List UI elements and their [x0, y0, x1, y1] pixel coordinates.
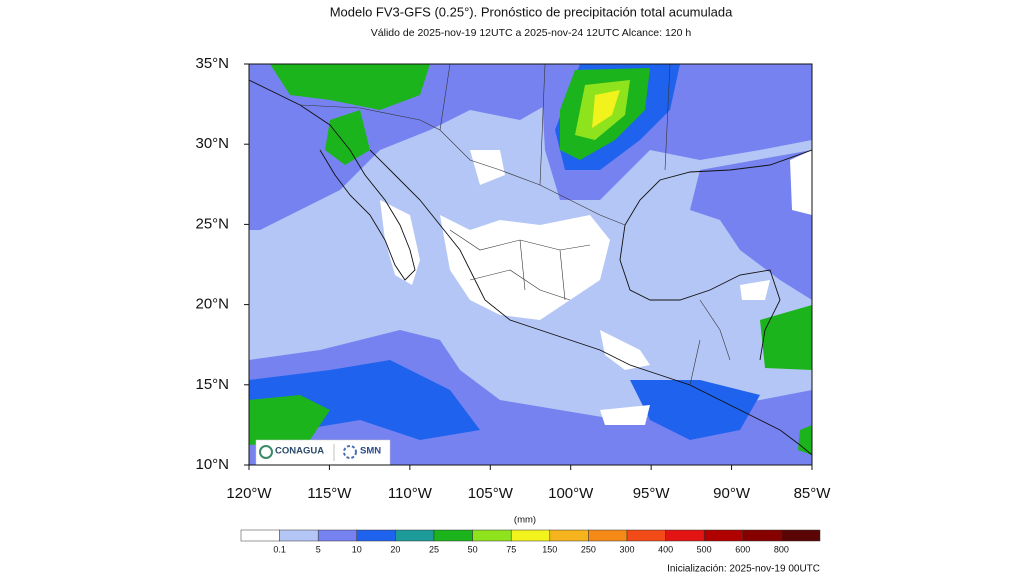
colorbar-label: 300: [619, 544, 634, 554]
colorbar-box: [279, 529, 319, 542]
logo-box: [255, 439, 391, 465]
precip-area: [325, 110, 370, 165]
coastline: [249, 79, 416, 281]
lon-tick-label: 120°W: [226, 485, 272, 502]
logo-text: SMN: [360, 446, 381, 457]
lon-tick-label: 115°W: [307, 485, 352, 502]
colorbar-label: 50: [468, 544, 478, 554]
colorbar-box: [742, 529, 782, 542]
colorbar-box: [781, 529, 821, 542]
precip-field: CONAGUA SMN: [249, 64, 812, 465]
lon-tick-label: 95°W: [633, 485, 671, 502]
dry-area: [440, 215, 610, 320]
init-time: Inicialización: 2025-nov-19 00UTC: [667, 564, 820, 575]
precip-area: [592, 90, 620, 128]
lat-tick-label: 20°N: [195, 296, 229, 313]
lat-tick-label: 10°N: [195, 456, 229, 473]
dry-area: [470, 150, 505, 185]
border: [299, 104, 626, 226]
colorbar-box: [240, 529, 280, 542]
colorbar-label: 600: [735, 544, 750, 554]
coastline: [619, 149, 812, 361]
colorbar-label: 800: [774, 544, 789, 554]
colorbar-box: [588, 529, 628, 542]
colorbar-box: [665, 529, 705, 542]
lon-tick-label: 90°W: [713, 485, 751, 502]
colorbar-label: 0.1: [273, 544, 286, 554]
logo-text: CONAGUA: [275, 446, 324, 457]
lon-tick-label: 100°W: [548, 485, 594, 502]
lon-tick-label: 110°W: [388, 485, 433, 502]
precip-area: [249, 395, 330, 445]
precip-area: [630, 380, 760, 440]
border: [449, 229, 591, 301]
colorbar-label: 150: [542, 544, 557, 554]
dry-area: [380, 200, 420, 285]
dry-area: [790, 150, 812, 215]
colorbar-label: 10: [352, 544, 362, 554]
colorbar-label: 75: [506, 544, 516, 554]
dry-area: [600, 330, 650, 370]
precip-area: [760, 305, 812, 370]
map-frame: [248, 63, 813, 466]
colorbar-box: [472, 529, 512, 542]
colorbar-label: 25: [429, 544, 439, 554]
precip-area: [270, 64, 430, 110]
lat-tick-label: 30°N: [195, 135, 229, 152]
colorbar-box: [395, 529, 435, 542]
colorbar-label: 5: [316, 544, 321, 554]
colorbar-label: 250: [581, 544, 596, 554]
dry-area: [740, 280, 770, 300]
colorbar-label: 400: [658, 544, 673, 554]
lon-tick-label: 85°W: [794, 485, 832, 502]
colorbar-box: [356, 529, 396, 542]
lon-tick-label: 105°W: [468, 485, 514, 502]
logo-icon: [259, 445, 273, 459]
lat-tick-label: 15°N: [195, 376, 229, 393]
colorbar-box: [317, 529, 358, 542]
colorbar-label: 500: [697, 544, 712, 554]
colorbar-label: 20: [390, 544, 400, 554]
lat-tick-label: 25°N: [195, 215, 229, 232]
colorbar-box: [626, 529, 666, 542]
colorbar-box: [510, 529, 551, 542]
title: Modelo FV3-GFS (0.25°). Pronóstico de pr…: [330, 4, 733, 19]
border: [439, 64, 731, 386]
colorbar-box: [549, 529, 589, 542]
colorbar-box: [703, 529, 744, 542]
dry-area: [600, 405, 650, 425]
precip-area: [249, 64, 560, 230]
colorbar-units: (mm): [514, 515, 536, 526]
precip-area: [798, 425, 812, 455]
logo-icon: [343, 445, 357, 459]
precip-area: [690, 150, 812, 300]
lat-tick-label: 35°N: [195, 55, 229, 72]
colorbar-box: [433, 529, 473, 542]
subtitle: Válido de 2025-nov-19 12UTC a 2025-nov-2…: [371, 27, 692, 39]
coastline: [369, 149, 812, 456]
